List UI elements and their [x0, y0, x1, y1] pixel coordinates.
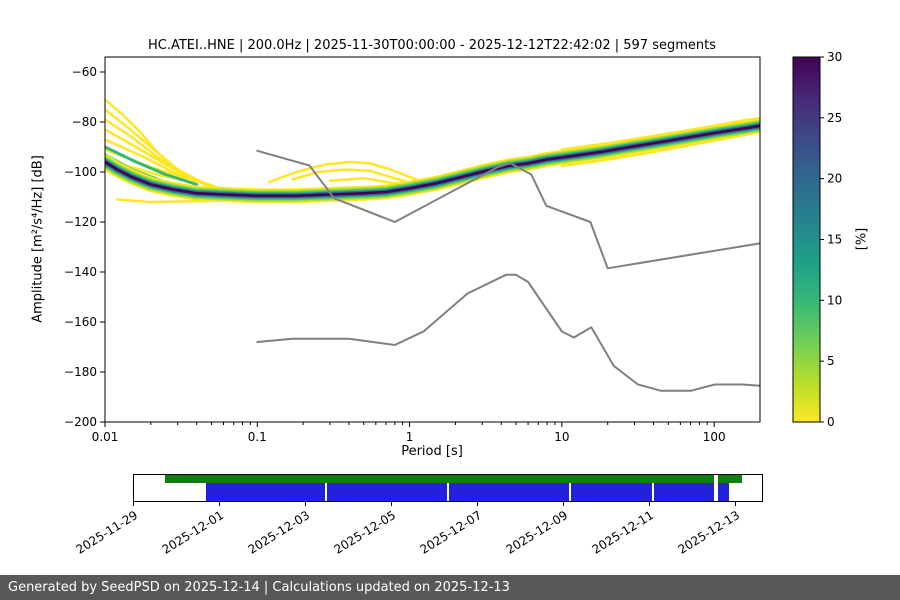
colorbar-tick-label: 30: [827, 50, 842, 64]
timeline-coverage-blue: [653, 483, 715, 501]
ppsd-density-line: [105, 145, 199, 186]
colorbar-tick-label: 20: [827, 172, 842, 186]
y-tick-label: −100: [64, 165, 97, 179]
timeline-tick: [218, 502, 220, 506]
timeline-tick: [648, 502, 650, 506]
colorbar-tick-label: 0: [827, 415, 835, 429]
timeline-date-label: 2025-11-29: [73, 508, 141, 557]
high-noise-model-line: [256, 149, 760, 270]
ppsd-plot: 0.01 0.1 1 10 100−60−80−100−120−140−160−180−…: [64, 50, 842, 444]
timeline-coverage-bar: [133, 474, 763, 502]
colorbar-tick-label: 15: [827, 233, 842, 247]
timeline-tick: [304, 502, 306, 506]
timeline-coverage-blue: [326, 483, 447, 501]
timeline-date-label: 2025-12-09: [503, 508, 571, 557]
y-tick-label: −140: [64, 265, 97, 279]
x-tick-label: 100: [703, 430, 726, 444]
timeline-coverage-blue: [205, 483, 325, 501]
timeline-tick: [133, 502, 134, 506]
colorbar-label: [%]: [854, 227, 870, 251]
plot-border: [104, 56, 761, 423]
timeline-coverage-blue: [571, 483, 653, 501]
y-tick-label: −200: [64, 415, 97, 429]
ppsd-density-line: [105, 108, 213, 189]
timeline-date-label: 2025-12-11: [589, 508, 657, 557]
y-tick-label: −80: [72, 115, 97, 129]
timeline-tick: [734, 502, 736, 506]
ppsd-density-line: [105, 138, 213, 188]
timeline-coverage-green: [164, 475, 715, 483]
x-axis-label: Period [s]: [401, 444, 463, 459]
timeline-date-label: 2025-12-03: [245, 508, 313, 557]
timeline-coverage-blue: [718, 483, 730, 501]
timeline-tick: [562, 502, 564, 506]
colorbar-tick-label: 5: [827, 354, 835, 368]
colorbar-tick-label: 10: [827, 293, 842, 307]
footer-text: Generated by SeedPSD on 2025-12-14 | Cal…: [8, 580, 510, 595]
y-axis-label: Amplitude [m²/s⁴/Hz] [dB]: [30, 155, 46, 323]
timeline-coverage-blue: [448, 483, 570, 501]
colorbar-tick-label: 25: [827, 111, 842, 125]
timeline-ticks: [133, 502, 763, 508]
timeline-date-label: 2025-12-05: [331, 508, 399, 557]
colorbar: [792, 56, 821, 423]
ppsd-density-line: [105, 128, 198, 184]
y-tick-label: −120: [64, 215, 97, 229]
x-tick-label: 1: [406, 430, 414, 444]
timeline-date-label: 2025-12-07: [417, 508, 485, 557]
timeline-date-labels: 2025-11-29 2025-12-01 2025-12-03 2025-12-05…: [74, 508, 763, 568]
x-tick-label: 0.1: [248, 430, 267, 444]
y-tick-label: −60: [72, 65, 97, 79]
x-tick-label: 10: [554, 430, 569, 444]
ppsd-density-line: [268, 160, 429, 185]
ppsd-density-line: [291, 168, 418, 186]
ppsd-band: [105, 124, 760, 198]
y-tick-label: −160: [64, 315, 97, 329]
ppsd-density: [105, 98, 760, 392]
low-noise-model-line: [256, 273, 760, 392]
timeline-date-label: 2025-12-01: [159, 508, 227, 557]
x-tick-label: 0.01: [92, 430, 119, 444]
chart-title: HC.ATEI..HNE | 200.0Hz | 2025-11-30T00:0…: [147, 38, 717, 53]
y-tick-label: −180: [64, 365, 97, 379]
timeline-tick: [476, 502, 478, 506]
footer-bar: Generated by SeedPSD on 2025-12-14 | Cal…: [0, 575, 900, 600]
timeline-coverage-green: [718, 475, 742, 483]
timeline-tick: [390, 502, 392, 506]
timeline-date-label: 2025-12-13: [675, 508, 743, 557]
